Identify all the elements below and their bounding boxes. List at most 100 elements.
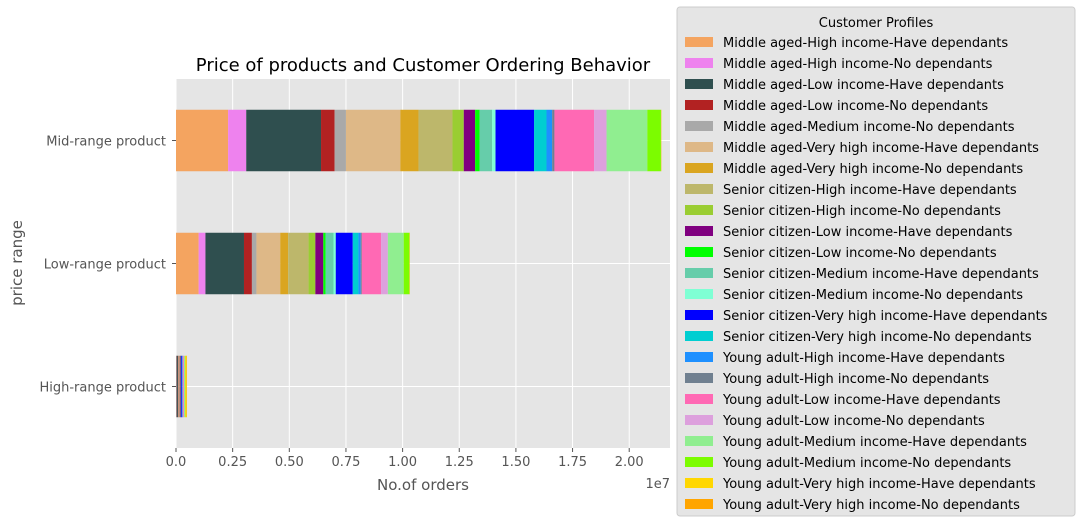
bar-segment (315, 233, 323, 295)
y-tick-label: Low-range product (44, 258, 166, 273)
legend-swatch (685, 226, 713, 236)
bar-segment (326, 233, 334, 295)
legend-swatch (685, 436, 713, 446)
x-tick-label: 0.0 (166, 455, 187, 470)
legend-label: Young adult-Low income-No dependants (722, 414, 985, 429)
legend-swatch (685, 247, 713, 257)
bar-segment (388, 233, 404, 295)
bar-segment (452, 110, 463, 172)
legend-label: Young adult-Very high income-No dependan… (722, 498, 1020, 513)
bar-segment (176, 110, 228, 172)
y-axis-label: price range (8, 220, 26, 306)
legend-label: Middle aged-High income-No dependants (723, 57, 993, 72)
x-tick-label: 1.75 (558, 455, 587, 470)
legend-label: Young adult-Medium income-No dependants (722, 456, 1011, 471)
legend-label: Middle aged-Low income-Have dependants (723, 78, 1004, 93)
legend-label: Young adult-High income-No dependants (722, 372, 989, 387)
legend-label: Young adult-Low income-Have dependants (722, 393, 1001, 408)
legend-swatch (685, 79, 713, 89)
x-axis: 0.0 0.25 0.50 0.75 1.00 1.25 1.50 1.75 2.00 (166, 448, 644, 470)
bar-segment (496, 110, 535, 172)
y-tick-label: High-range product (39, 381, 166, 396)
bar-segment (404, 233, 410, 295)
bar-segment (256, 233, 280, 295)
bar-segment (647, 110, 661, 172)
legend-label: Senior citizen-Very high income-No depen… (723, 330, 1032, 345)
chart-title: Price of products and Customer Ordering … (196, 55, 651, 76)
legend-swatch (685, 415, 713, 425)
bar-segment (534, 110, 546, 172)
bar-segment (492, 110, 495, 172)
bar-segment (381, 233, 388, 295)
x-tick-label: 1.00 (388, 455, 417, 470)
legend-label: Middle aged-Medium income-No dependants (723, 120, 1015, 135)
bar-segment (246, 110, 321, 172)
x-tick-label: 0.50 (275, 455, 304, 470)
legend-label: Young adult-Medium income-Have dependant… (722, 435, 1027, 450)
bar-segment (475, 110, 480, 172)
bar-segment (252, 233, 257, 295)
bar-segment (288, 233, 308, 295)
bar-segment (335, 110, 346, 172)
legend-swatch (685, 163, 713, 173)
legend-swatch (685, 121, 713, 131)
y-axis: High-range product Low-range product Mid-r… (39, 135, 176, 396)
x-tick-label: 1.50 (501, 455, 530, 470)
legend-label: Senior citizen-High income-No dependants (723, 204, 1001, 219)
legend-swatch (685, 331, 713, 341)
x-axis-scale-label: 1e7 (645, 477, 670, 492)
legend-swatch (685, 499, 713, 509)
bar-segment (177, 356, 178, 418)
legend-title: Customer Profiles (819, 16, 934, 31)
x-tick-label: 0.75 (331, 455, 360, 470)
bar-segment (480, 110, 492, 172)
legend-label: Senior citizen-Very high income-Have dep… (723, 309, 1048, 324)
legend-swatch (685, 457, 713, 467)
x-tick-label: 2.00 (615, 455, 644, 470)
bar-segment (607, 110, 648, 172)
bar-segment (180, 356, 181, 418)
legend-label: Young adult-High income-Have dependants (722, 351, 1005, 366)
legend-label: Middle aged-Very high income-Have depend… (723, 141, 1039, 156)
bar-segment (418, 110, 452, 172)
bar-segment (323, 233, 325, 295)
bar-segment (244, 233, 252, 295)
legend-label: Senior citizen-Low income-No dependants (723, 246, 997, 261)
bar-segment (464, 110, 475, 172)
x-tick-label: 0.25 (218, 455, 247, 470)
bar-segment (554, 110, 594, 172)
legend-swatch (685, 58, 713, 68)
legend-label: Middle aged-Low income-No dependants (723, 99, 988, 114)
legend-swatch (685, 394, 713, 404)
bar-segment (181, 356, 182, 418)
y-tick-label: Mid-range product (46, 135, 166, 150)
bar-segment (205, 233, 244, 295)
legend-swatch (685, 184, 713, 194)
legend-label: Middle aged-Very high income-No dependan… (723, 162, 1023, 177)
legend-label: Middle aged-High income-Have dependants (723, 36, 1008, 51)
bar-segment (321, 110, 335, 172)
bar-segment (228, 110, 246, 172)
legend-swatch (685, 478, 713, 488)
legend-swatch (685, 100, 713, 110)
legend-swatch (685, 268, 713, 278)
bar-segment (199, 233, 206, 295)
legend-swatch (685, 310, 713, 320)
bar-segment (176, 233, 199, 295)
bar-segment (309, 233, 316, 295)
bar-segment (547, 110, 553, 172)
x-axis-label: No.of orders (377, 476, 469, 494)
legend: Customer Profiles Middle aged-High incom… (677, 7, 1075, 516)
legend-label: Young adult-Very high income-Have depend… (722, 477, 1036, 492)
bar-segment (333, 233, 335, 295)
bar-segment (353, 233, 359, 295)
bar-segment (184, 356, 185, 418)
x-tick-label: 1.25 (445, 455, 474, 470)
legend-label: Senior citizen-Medium income-No dependan… (723, 288, 1023, 303)
bar-segment (552, 110, 554, 172)
legend-swatch (685, 205, 713, 215)
bar-segment (280, 233, 288, 295)
bar-segment (594, 110, 606, 172)
